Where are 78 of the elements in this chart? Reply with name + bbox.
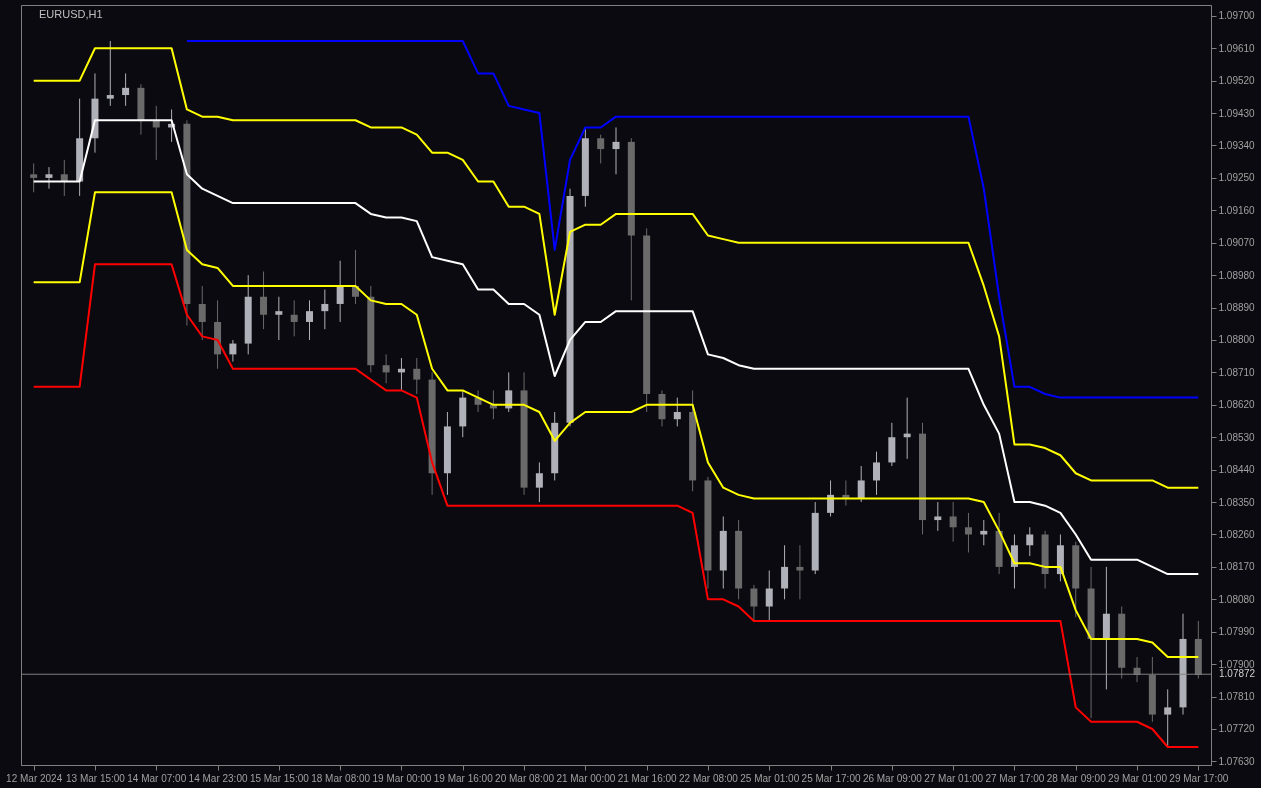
x-tick-label: 21 Mar 16:00 bbox=[617, 772, 678, 784]
x-tick-label: 27 Mar 01:00 bbox=[924, 772, 984, 784]
x-tick-label: 26 Mar 09:00 bbox=[862, 772, 923, 784]
x-tick-label: 15 Mar 15:00 bbox=[249, 772, 310, 784]
y-tick-label: 1.09700 bbox=[1218, 10, 1256, 22]
y-tick-label: 1.09250 bbox=[1218, 172, 1256, 184]
candlestick bbox=[336, 260, 344, 323]
line-series bbox=[185, 40, 1200, 399]
y-tick-label: 1.08980 bbox=[1218, 269, 1256, 281]
candlestick bbox=[382, 353, 390, 384]
x-tick-label: 27 Mar 17:00 bbox=[985, 772, 1045, 784]
y-tick-label: 1.08260 bbox=[1218, 528, 1256, 540]
candlestick bbox=[873, 451, 881, 496]
x-tick-label: 25 Mar 17:00 bbox=[801, 772, 861, 784]
x-tick-label: 19 Mar 00:00 bbox=[372, 772, 432, 784]
y-tick-label: 1.08350 bbox=[1218, 496, 1256, 508]
candlestick bbox=[290, 299, 298, 337]
line-series bbox=[32, 263, 1200, 748]
y-tick-label: 1.08620 bbox=[1218, 399, 1256, 411]
candlestick bbox=[597, 134, 605, 164]
y-tick-label: 1.09520 bbox=[1218, 75, 1256, 87]
candlestick bbox=[673, 397, 681, 427]
y-tick-label: 1.08530 bbox=[1218, 431, 1256, 443]
x-tick-label: 25 Mar 01:00 bbox=[740, 772, 800, 784]
x-tick-label: 20 Mar 08:00 bbox=[495, 772, 555, 784]
candlestick bbox=[260, 271, 268, 330]
y-tick-label: 1.08710 bbox=[1218, 366, 1256, 378]
candlestick bbox=[1026, 526, 1034, 557]
x-tick-label: 29 Mar 01:00 bbox=[1108, 772, 1168, 784]
candlestick bbox=[275, 296, 283, 341]
y-tick-label: 1.08800 bbox=[1218, 334, 1256, 346]
candlestick bbox=[321, 289, 329, 330]
line-series bbox=[32, 119, 1200, 576]
x-tick-label: 14 Mar 23:00 bbox=[188, 772, 248, 784]
y-tick-label: 1.08890 bbox=[1218, 302, 1256, 314]
chart-title: EURUSD,H1 bbox=[39, 8, 103, 20]
candlestick bbox=[964, 512, 972, 553]
x-tick-label: 28 Mar 09:00 bbox=[1046, 772, 1107, 784]
x-tick-label: 29 Mar 17:00 bbox=[1169, 772, 1229, 784]
y-tick-label: 1.08170 bbox=[1218, 561, 1256, 573]
candlestick bbox=[934, 501, 942, 532]
y-tick-label: 1.08440 bbox=[1218, 464, 1256, 476]
candlestick bbox=[781, 544, 789, 600]
y-tick-label: 1.09340 bbox=[1218, 139, 1256, 151]
x-tick-label: 14 Mar 07:00 bbox=[127, 772, 187, 784]
candlestick bbox=[413, 357, 421, 395]
line-series bbox=[32, 47, 1200, 489]
candlestick bbox=[122, 72, 130, 107]
candlestick bbox=[198, 285, 206, 341]
candlestick bbox=[306, 299, 314, 341]
x-tick-label: 22 Mar 08:00 bbox=[678, 772, 739, 784]
candlestick bbox=[1164, 688, 1172, 748]
candlestick bbox=[106, 40, 114, 107]
ref-line-label: 1.07872 bbox=[1219, 668, 1256, 680]
y-tick-label: 1.07990 bbox=[1218, 626, 1256, 638]
candlestick bbox=[857, 465, 865, 503]
candlestick bbox=[750, 584, 758, 622]
x-tick-label: 18 Mar 08:00 bbox=[311, 772, 371, 784]
candlestick bbox=[765, 570, 773, 622]
candlestick bbox=[612, 126, 620, 175]
x-tick-label: 21 Mar 00:00 bbox=[556, 772, 616, 784]
candlestick bbox=[30, 162, 38, 193]
y-tick-label: 1.07900 bbox=[1218, 658, 1256, 670]
candlestick bbox=[535, 461, 543, 503]
y-tick-label: 1.09610 bbox=[1218, 42, 1256, 54]
x-tick-label: 12 Mar 2024 bbox=[6, 772, 63, 784]
candlestick bbox=[949, 501, 957, 543]
y-tick-label: 1.09070 bbox=[1218, 237, 1256, 249]
candlestick bbox=[229, 339, 237, 363]
y-tick-label: 1.08080 bbox=[1218, 593, 1256, 605]
y-tick-label: 1.09430 bbox=[1218, 107, 1256, 119]
y-tick-label: 1.09160 bbox=[1218, 204, 1256, 216]
x-tick-label: 19 Mar 16:00 bbox=[433, 772, 494, 784]
y-tick-label: 1.07630 bbox=[1218, 755, 1256, 767]
y-tick-label: 1.07720 bbox=[1218, 723, 1256, 735]
y-tick-label: 1.07810 bbox=[1218, 691, 1256, 703]
candlestick bbox=[45, 166, 53, 190]
x-tick-label: 13 Mar 15:00 bbox=[65, 772, 126, 784]
